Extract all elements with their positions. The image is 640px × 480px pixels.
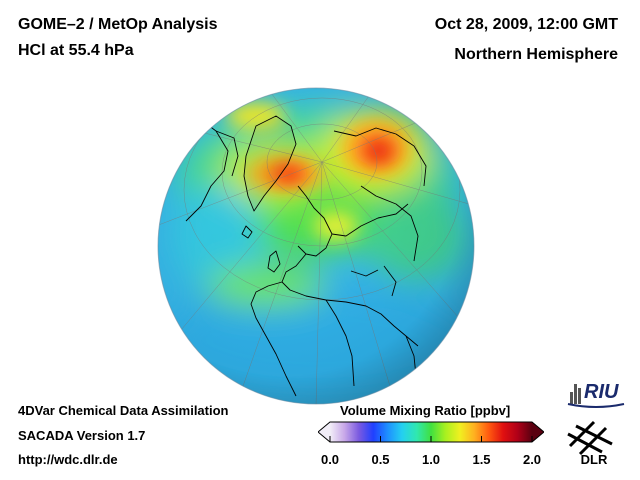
footer-method: 4DVar Chemical Data Assimilation <box>18 403 229 418</box>
globe-map <box>157 87 475 405</box>
map-title: GOME–2 / MetOp Analysis <box>18 16 218 33</box>
map-region: Northern Hemisphere <box>454 46 618 63</box>
colorbar-tick-label: 0.0 <box>320 452 340 467</box>
colorbar-title: Volume Mixing Ratio [ppbv] <box>340 403 511 418</box>
riu-logo: RIU <box>567 381 625 408</box>
footer-version: SACADA Version 1.7 <box>18 428 146 443</box>
footer-url[interactable]: http://wdc.dlr.de <box>18 452 118 467</box>
colorbar-tick-label: 2.0 <box>522 452 542 467</box>
svg-text:DLR: DLR <box>581 452 608 466</box>
colorbar-tick-label: 1.5 <box>472 452 491 467</box>
map-subtitle: HCl at 55.4 hPa <box>18 42 134 59</box>
svg-text:RIU: RIU <box>584 381 619 403</box>
colorbar-tick-label: 0.5 <box>371 452 390 467</box>
colorbar-tick-label: 1.0 <box>421 452 441 467</box>
colorbar <box>318 421 544 443</box>
colorbar-ticks <box>329 436 533 442</box>
dlr-logo: DLR <box>567 420 613 466</box>
hcl-field <box>158 88 474 404</box>
map-date: Oct 28, 2009, 12:00 GMT <box>434 16 618 33</box>
